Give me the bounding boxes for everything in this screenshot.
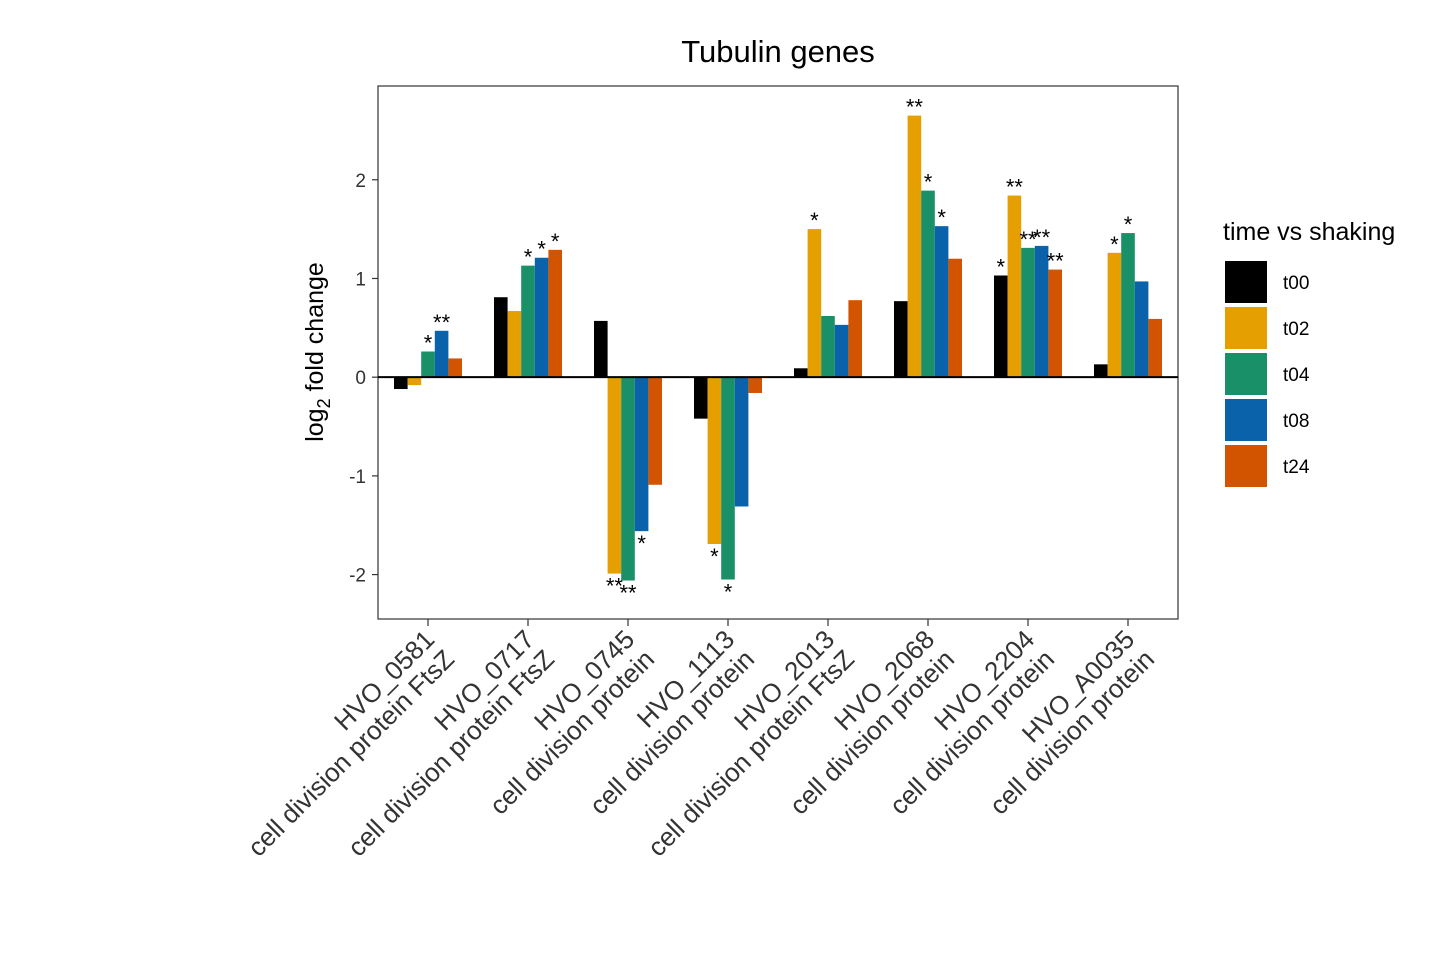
- bar-t04-HVO_0581: [421, 351, 435, 378]
- y-tick-label: 1: [355, 269, 366, 290]
- chart-title: Tubulin genes: [681, 34, 875, 69]
- bar-t00-HVO_0745: [594, 320, 608, 378]
- bar-t24-HVO_0717: [548, 249, 562, 378]
- significance-layer: ************** ***************: [424, 95, 1133, 606]
- significance-t08-HVO_2068: *: [937, 205, 946, 230]
- y-tick-label: 2: [355, 171, 366, 192]
- legend-key-t08: [1225, 399, 1267, 441]
- bar-t24-HVO_2204: [1048, 269, 1062, 378]
- significance-t00-HVO_2204: *: [997, 255, 1006, 280]
- bar-t02-HVO_2204: [1007, 195, 1022, 378]
- bar-t04-HVO_1113: [721, 377, 735, 580]
- bar-t08-HVO_0745: [634, 377, 649, 532]
- bar-t04-HVO_2068: [921, 190, 935, 378]
- y-tick-label: -2: [349, 566, 366, 587]
- significance-t02-HVO_2013: *: [810, 208, 819, 233]
- significance-t04-HVO_2068: *: [924, 170, 933, 195]
- significance-t24-HVO_0717: *: [551, 229, 560, 254]
- legend-key-t02: [1225, 307, 1267, 349]
- bar-t08-HVO_2013: [834, 324, 849, 378]
- bar-t02-HVO_1113: [707, 377, 722, 544]
- legend: time vs shaking t00 t02 t04 t08 t24: [1223, 218, 1395, 487]
- legend-label-t00: t00: [1283, 273, 1309, 294]
- bar-t04-HVO_2013: [821, 315, 835, 378]
- y-tick-label: 0: [355, 368, 366, 389]
- legend-title: time vs shaking: [1223, 218, 1395, 246]
- bar-t02-HVO_0745: [607, 377, 622, 574]
- bar-t00-HVO_2068: [894, 301, 908, 378]
- y-tick-label: -1: [349, 467, 366, 488]
- bar-t00-HVO_2013: [794, 368, 808, 378]
- y-axis-title-subscript: 2: [314, 398, 334, 408]
- significance-t02-HVO_1113: *: [710, 544, 719, 569]
- legend-label-t04: t04: [1283, 365, 1310, 386]
- bar-t08-HVO_0717: [534, 257, 549, 378]
- significance-t24-HVO_2204: **: [1047, 249, 1065, 274]
- bar-t00-HVO_2204: [994, 275, 1008, 378]
- significance-t08-HVO_0745: *: [637, 531, 646, 556]
- bar-t24-HVO_2013: [848, 300, 862, 378]
- x-tick-label: HVO_0581cell division protein FtsZ: [222, 624, 460, 862]
- significance-t04-HVO_A0035: *: [1124, 212, 1133, 237]
- y-axis-title-rest: fold change: [301, 262, 329, 398]
- bar-t02-HVO_0717: [507, 311, 522, 378]
- bar-t00-HVO_0717: [494, 297, 508, 378]
- bar-t00-HVO_1113: [694, 377, 708, 419]
- legend-label-t08: t08: [1283, 411, 1309, 432]
- significance-t04-HVO_0581: *: [424, 331, 433, 356]
- significance-t04-HVO_0717: *: [524, 245, 533, 270]
- bar-t08-HVO_0581: [434, 330, 449, 378]
- bar-t24-HVO_0745: [648, 377, 662, 485]
- x-axis: HVO_0581cell division protein FtsZHVO_07…: [222, 619, 1160, 862]
- bar-t04-HVO_2204: [1021, 247, 1035, 378]
- bar-t02-HVO_A0035: [1107, 252, 1122, 378]
- bar-t24-HVO_2068: [948, 258, 962, 378]
- significance-t02-HVO_2068: **: [906, 95, 924, 120]
- bar-t00-HVO_A0035: [1094, 364, 1108, 378]
- bar-t08-HVO_A0035: [1134, 281, 1149, 378]
- significance-t08-HVO_2204: **: [1033, 225, 1051, 250]
- significance-t02-HVO_A0035: *: [1110, 232, 1119, 257]
- y-axis: -2 -1 0 1 2: [349, 171, 378, 587]
- bar-t02-HVO_2068: [907, 115, 922, 378]
- bar-t04-HVO_A0035: [1121, 233, 1135, 378]
- bar-t24-HVO_A0035: [1148, 318, 1162, 378]
- bar-t24-HVO_1113: [748, 377, 762, 393]
- y-axis-title-main: log: [301, 408, 329, 441]
- bar-t08-HVO_1113: [734, 377, 749, 507]
- significance-t08-HVO_0581: **: [433, 310, 451, 335]
- legend-key-t24: [1225, 445, 1267, 487]
- bar-t08-HVO_2068: [934, 226, 949, 378]
- significance-t04-HVO_2204: **: [1019, 227, 1037, 252]
- bar-t02-HVO_2013: [807, 229, 822, 378]
- significance-t04-HVO_1113: *: [724, 580, 733, 605]
- legend-key-t00: [1225, 261, 1267, 303]
- bar-t08-HVO_2204: [1034, 245, 1049, 378]
- significance-t08-HVO_0717: *: [537, 237, 546, 262]
- bars-layer: [394, 115, 1162, 581]
- legend-label-t02: t02: [1283, 319, 1309, 340]
- x-tick-label-description: cell division protein FtsZ: [242, 644, 460, 862]
- significance-t02-HVO_2204: **: [1006, 175, 1024, 200]
- bar-t04-HVO_0745: [621, 377, 635, 581]
- significance-t02-HVO_0745: **: [606, 574, 624, 599]
- legend-key-t04: [1225, 353, 1267, 395]
- legend-label-t24: t24: [1283, 457, 1310, 478]
- bar-t24-HVO_0581: [448, 358, 462, 378]
- significance-t04-HVO_0745: **: [619, 581, 637, 606]
- bar-t02-HVO_0581: [407, 377, 422, 386]
- y-axis-title: log2 fold change: [301, 262, 334, 442]
- bar-t04-HVO_0717: [521, 265, 535, 378]
- bar-t00-HVO_0581: [394, 377, 408, 390]
